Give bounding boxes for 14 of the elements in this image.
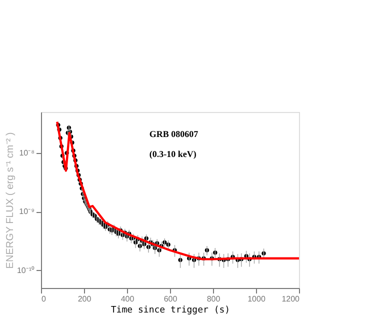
x-tick-label: 1000 bbox=[248, 294, 266, 304]
y-tick-label: 10⁻⁸ bbox=[19, 148, 34, 158]
annotation: (0.3-10 keV) bbox=[149, 149, 196, 159]
x-axis-title: Time since trigger (s) bbox=[110, 306, 230, 316]
annotation: GRB 080607 bbox=[149, 129, 199, 139]
x-tick-label: 1200 bbox=[282, 294, 300, 304]
x-tick-label: 200 bbox=[78, 294, 92, 304]
x-tick-label: 600 bbox=[164, 294, 178, 304]
x-tick-label: 400 bbox=[120, 294, 135, 304]
y-tick-label: 10⁻¹⁰ bbox=[16, 266, 34, 275]
y-tick-label: 10⁻⁹ bbox=[19, 207, 34, 216]
x-tick-label: 0 bbox=[42, 294, 46, 304]
x-tick-label: 800 bbox=[206, 294, 221, 304]
y-axis-title: ENERGY FLUX ( erg s⁻¹ cm⁻² ) bbox=[4, 132, 16, 269]
